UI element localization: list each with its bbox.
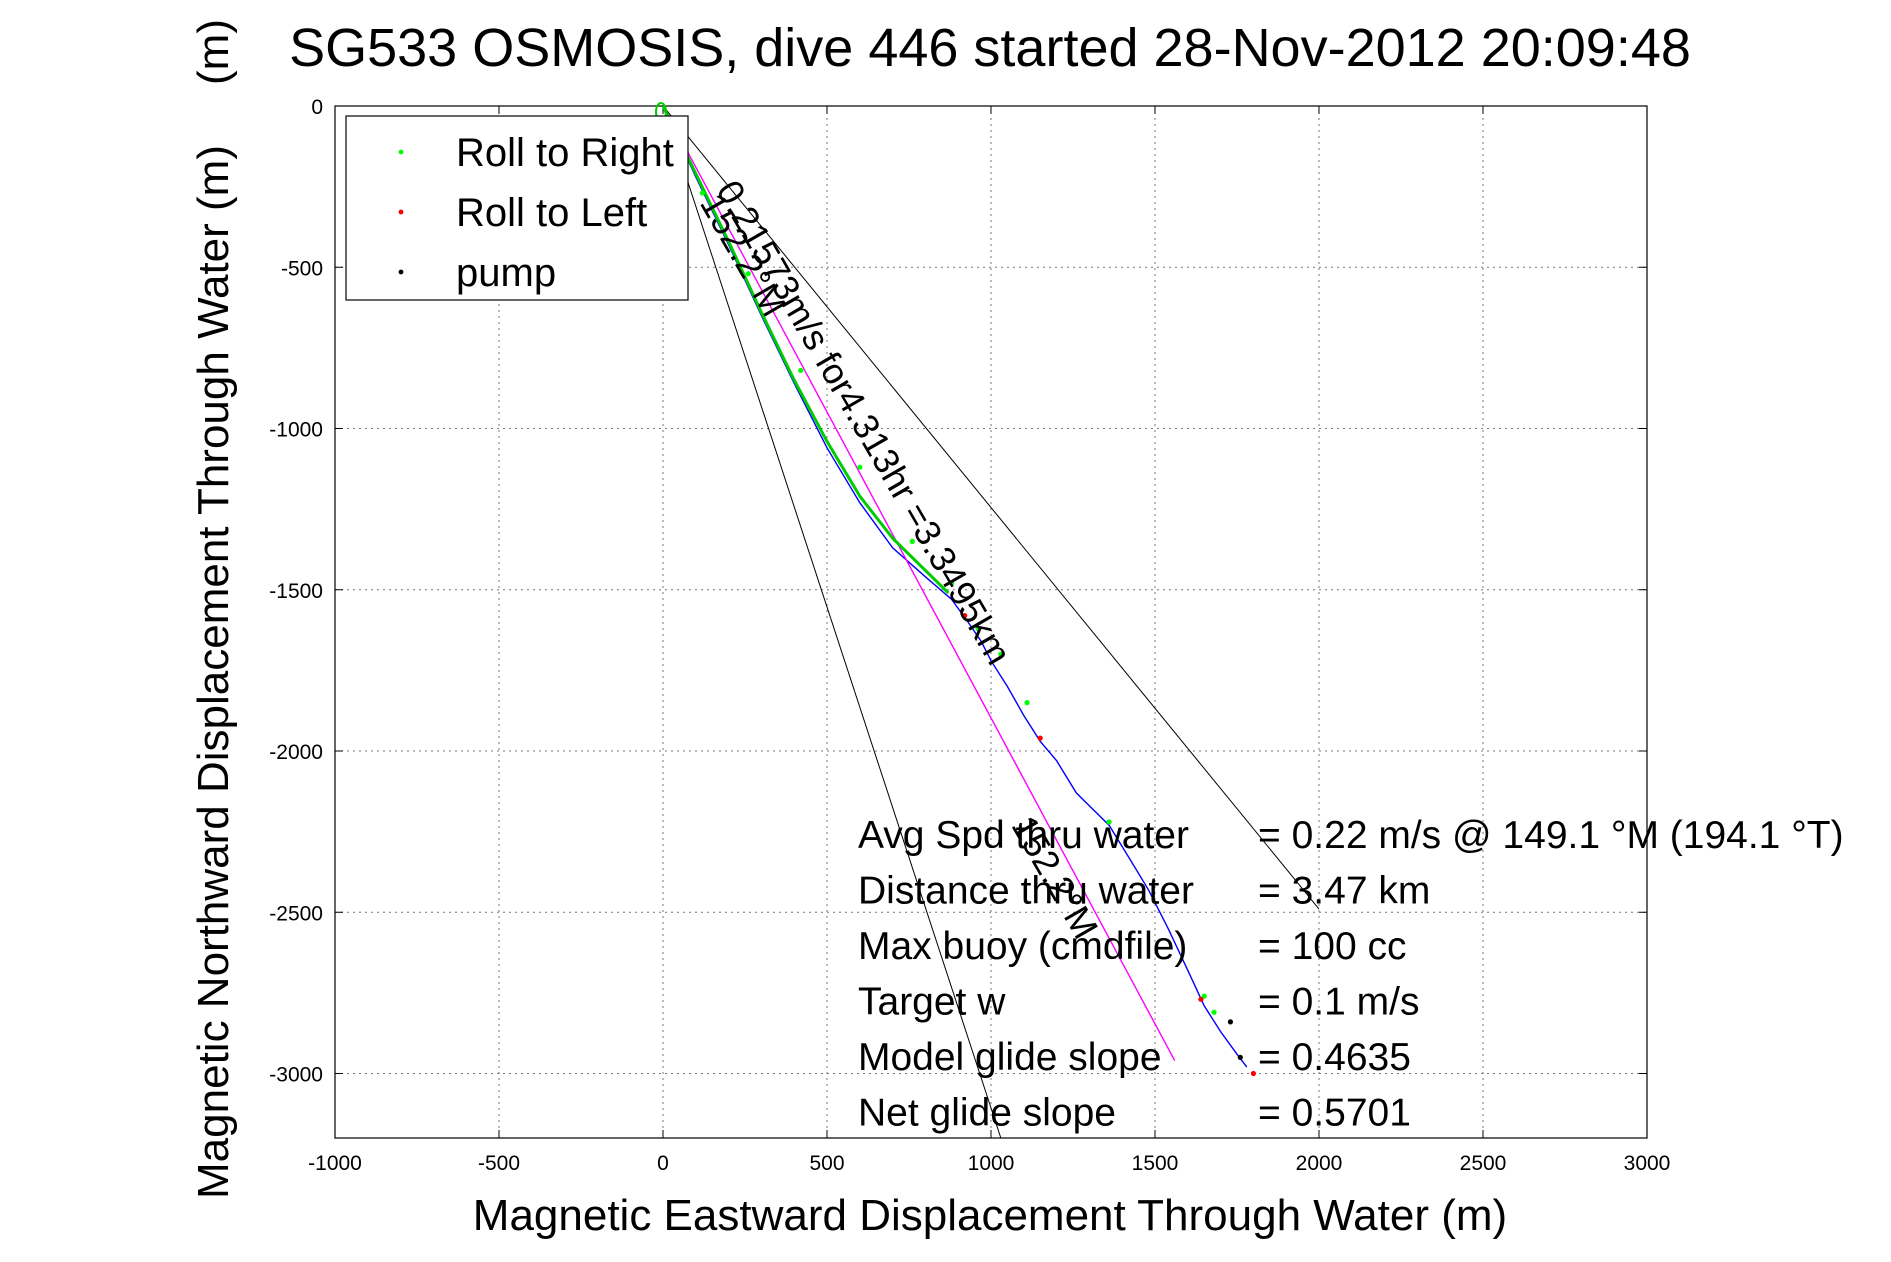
roll-right-point xyxy=(975,625,981,632)
roll-right-point xyxy=(1024,700,1030,706)
legend-label: Roll to Right xyxy=(456,131,674,175)
stats-block: Avg Spd thru water = 0.22 m/s @ 149.1 °M … xyxy=(858,814,1844,1135)
x-tick-label: 1000 xyxy=(968,1152,1015,1175)
x-tick-label: -500 xyxy=(478,1152,520,1175)
roll-left-point xyxy=(1250,1070,1256,1077)
y-tick-label: -3000 xyxy=(269,1064,323,1087)
pump-point xyxy=(1227,1019,1234,1025)
stat-value: = 0.4635 xyxy=(1258,1036,1411,1079)
stat-label: Net glide slope xyxy=(858,1092,1116,1135)
y-axis-label-overlap: (m) xyxy=(189,19,238,85)
x-tick-label: 3000 xyxy=(1624,1152,1671,1175)
roll-right-point xyxy=(857,464,863,470)
y-tick-label: -2500 xyxy=(269,902,323,925)
y-axis-label: Magnetic Northward Displacement Through … xyxy=(189,145,238,1199)
y-tick-label: -1000 xyxy=(269,419,323,442)
roll-right-point xyxy=(1201,993,1207,999)
stat-label: Distance thru water xyxy=(858,870,1194,913)
track-line xyxy=(662,105,1248,1068)
legend-label: pump xyxy=(456,251,556,295)
chart-title: SG533 OSMOSIS, dive 446 started 28-Nov-2… xyxy=(289,18,1691,78)
stat-value: = 0.1 m/s xyxy=(1258,981,1419,1024)
pump-point xyxy=(1237,1054,1243,1060)
stat-label: Avg Spd thru water xyxy=(858,814,1189,857)
roll-right-point xyxy=(949,580,955,586)
roll-right-point xyxy=(798,367,804,374)
annotation-lines xyxy=(662,105,1320,1139)
legend-label: Roll to Left xyxy=(456,191,647,235)
y-tick-label: -500 xyxy=(281,257,323,280)
data-series xyxy=(661,105,1248,1068)
stat-value: = 3.47 km xyxy=(1258,870,1430,913)
stat-value: = 100 cc xyxy=(1258,925,1407,968)
axis-ticks: -1000 -500 0 500 1000 1500 2000 2500 3000 0 -500 -1… xyxy=(269,96,1670,1175)
y-tick-label: -1500 xyxy=(269,580,323,603)
legend-marker xyxy=(398,269,404,275)
roll-right-point xyxy=(998,651,1004,657)
roll-right-point xyxy=(1211,1009,1217,1015)
roll-right-point xyxy=(909,538,915,544)
stat-label: Max buoy (cmdfile) xyxy=(858,925,1187,968)
y-tick-label: 0 xyxy=(311,96,323,119)
roll-right-point xyxy=(745,271,751,277)
model-heading-line xyxy=(661,105,950,595)
heading-guide-line xyxy=(662,105,1320,910)
roll-left-point xyxy=(1198,996,1204,1002)
x-tick-label: 500 xyxy=(809,1152,844,1175)
stat-value: = 0.5701 xyxy=(1258,1092,1411,1135)
legend-box xyxy=(345,115,689,301)
roll-right-point xyxy=(1106,819,1112,825)
roll-left-point xyxy=(962,612,968,619)
roll-right-point xyxy=(699,190,705,196)
x-tick-label: 1500 xyxy=(1132,1152,1179,1175)
net-displacement-line xyxy=(662,105,1176,1061)
x-tick-label: 2000 xyxy=(1296,1152,1343,1175)
roll-left-point xyxy=(1037,735,1043,741)
legend-marker xyxy=(398,149,404,155)
stat-label: Target w xyxy=(858,981,1006,1024)
stat-value: = 0.22 m/s @ 149.1 °M (194.1 °T) xyxy=(1258,814,1844,857)
x-axis-label: Magnetic Eastward Displacement Through W… xyxy=(473,1191,1507,1240)
legend-marker xyxy=(398,209,404,215)
x-tick-label: 2500 xyxy=(1460,1152,1507,1175)
stat-label: Model glide slope xyxy=(858,1036,1162,1079)
legend: Roll to Right Roll to Left pump xyxy=(345,115,689,301)
y-tick-label: -2000 xyxy=(269,741,323,764)
heading-guide-line xyxy=(662,105,1002,1139)
x-tick-label: -1000 xyxy=(308,1152,362,1175)
x-tick-label: 0 xyxy=(657,1152,669,1175)
